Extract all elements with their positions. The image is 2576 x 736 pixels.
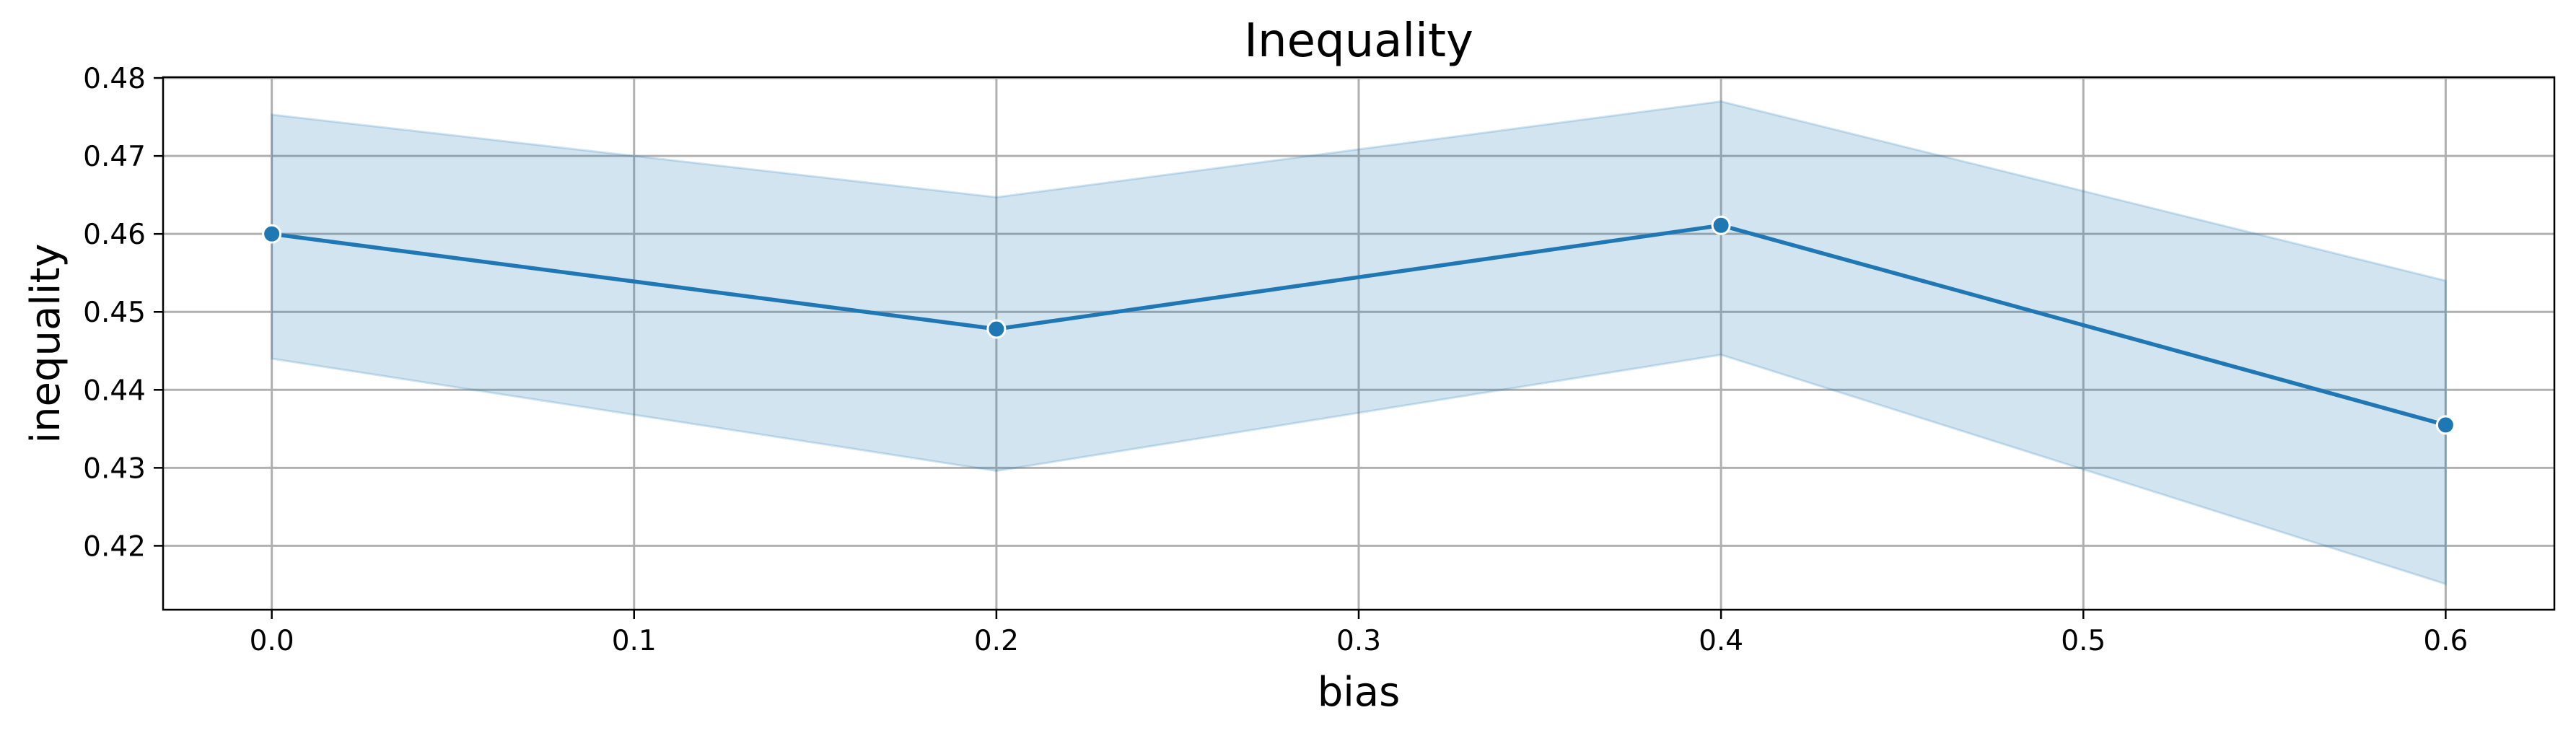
y-axis-label: inequality xyxy=(22,243,69,443)
y-tick-label: 0.43 xyxy=(83,452,146,485)
series-line-layer xyxy=(269,223,2448,427)
y-axis-ticks: 0.42 0.43 0.44 0.45 0.46 0.47 0.48 xyxy=(83,63,163,563)
confidence-band-layer xyxy=(271,100,2447,586)
y-tick-label: 0.48 xyxy=(83,63,146,95)
x-tick-label: 0.4 xyxy=(1699,625,1743,657)
chart-title: Inequality xyxy=(1244,14,1473,68)
y-tick-label: 0.44 xyxy=(83,374,146,407)
data-point xyxy=(262,224,282,244)
y-tick-label: 0.45 xyxy=(83,297,146,329)
data-point xyxy=(1711,215,1731,235)
x-tick-label: 0.2 xyxy=(974,625,1019,657)
x-tick-label: 0.6 xyxy=(2423,625,2468,657)
series-line xyxy=(269,223,2448,427)
data-point xyxy=(2435,415,2455,435)
x-tick-label: 0.3 xyxy=(1336,625,1381,657)
x-tick-label: 0.1 xyxy=(612,625,657,657)
x-tick-label: 0.0 xyxy=(250,625,294,657)
confidence-band xyxy=(271,100,2447,586)
x-axis-ticks: 0.0 0.1 0.2 0.3 0.4 0.5 0.6 xyxy=(250,610,2468,657)
y-tick-label: 0.46 xyxy=(83,219,146,251)
x-axis-label: bias xyxy=(1318,669,1401,716)
y-tick-label: 0.47 xyxy=(83,141,146,173)
y-tick-label: 0.42 xyxy=(83,530,146,563)
data-point xyxy=(986,319,1007,339)
x-tick-label: 0.5 xyxy=(2061,625,2106,657)
data-point-layer xyxy=(262,215,2455,435)
